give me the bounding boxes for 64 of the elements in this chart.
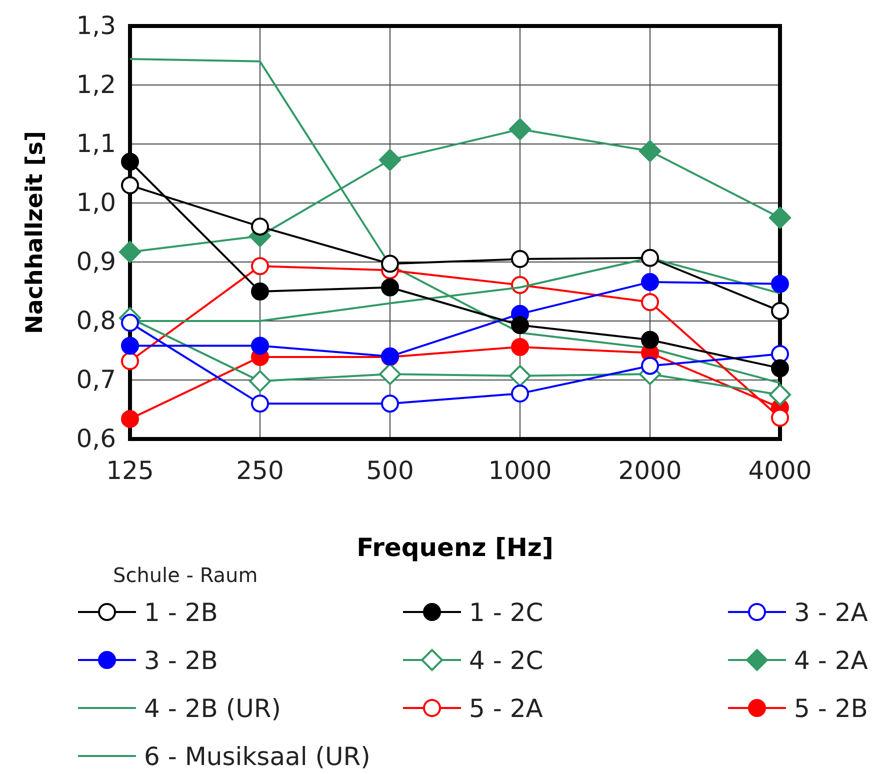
- x-tick-label: 250: [236, 456, 284, 485]
- point: [249, 370, 271, 392]
- point: [119, 240, 141, 263]
- point: [121, 336, 139, 355]
- legend-label: 3 - 2B: [144, 646, 218, 675]
- point: [771, 359, 789, 378]
- point: [511, 316, 529, 334]
- point: [641, 356, 659, 375]
- y-tick-label: 0,7: [76, 365, 116, 394]
- y-tick-label: 1,3: [76, 11, 116, 40]
- legend-label: 4 - 2A: [794, 646, 868, 675]
- point: [121, 152, 139, 171]
- legend-label: 5 - 2B: [794, 694, 868, 723]
- x-tick-label: 125: [106, 456, 154, 485]
- point: [251, 394, 269, 413]
- legend-label: 4 - 2C: [469, 646, 544, 675]
- point: [509, 364, 531, 387]
- point: [121, 352, 139, 370]
- y-tick-label: 1,0: [76, 188, 116, 217]
- point: [771, 302, 789, 320]
- point: [121, 410, 139, 428]
- point: [379, 148, 401, 171]
- point: [641, 273, 659, 292]
- y-tick-label: 0,8: [76, 306, 116, 335]
- y-axis-title: Nachhallzeit [s]: [22, 130, 48, 334]
- point: [379, 363, 401, 386]
- point: [769, 206, 791, 229]
- point: [769, 384, 791, 406]
- point: [121, 176, 139, 194]
- point: [381, 394, 399, 413]
- y-tick-label: 1,2: [76, 70, 116, 99]
- x-tick-label: 2000: [618, 456, 682, 485]
- point: [121, 314, 139, 332]
- point: [771, 408, 789, 427]
- y-tick-label: 0,9: [76, 247, 116, 276]
- point: [251, 336, 269, 355]
- x-tick-label: 1000: [488, 456, 552, 485]
- point: [771, 274, 789, 293]
- legend-label: 4 - 2B (UR): [144, 694, 281, 723]
- point: [641, 248, 659, 267]
- legend-label: 1 - 2B: [144, 598, 218, 627]
- point: [771, 345, 789, 364]
- point: [639, 140, 661, 162]
- legend-label: 6 - Musiksaal (UR): [144, 742, 370, 771]
- point: [251, 282, 269, 300]
- point: [381, 254, 399, 273]
- y-tick-label: 0,6: [76, 424, 116, 453]
- x-axis-title: Frequenz [Hz]: [356, 533, 554, 562]
- point: [511, 338, 529, 356]
- x-tick-label: 4000: [748, 456, 812, 485]
- legend-label: 1 - 2C: [469, 598, 544, 627]
- point: [511, 250, 529, 268]
- legend-title: Schule - Raum: [113, 563, 258, 587]
- point: [381, 278, 399, 296]
- y-tick-label: 1,1: [76, 129, 116, 158]
- point: [511, 384, 529, 403]
- point: [509, 118, 531, 140]
- point: [641, 330, 659, 349]
- point: [641, 293, 659, 312]
- point: [251, 257, 269, 276]
- legend-label: 5 - 2A: [469, 694, 543, 723]
- point: [251, 218, 269, 236]
- legend-label: 3 - 2A: [794, 598, 868, 627]
- x-tick-label: 500: [366, 456, 414, 485]
